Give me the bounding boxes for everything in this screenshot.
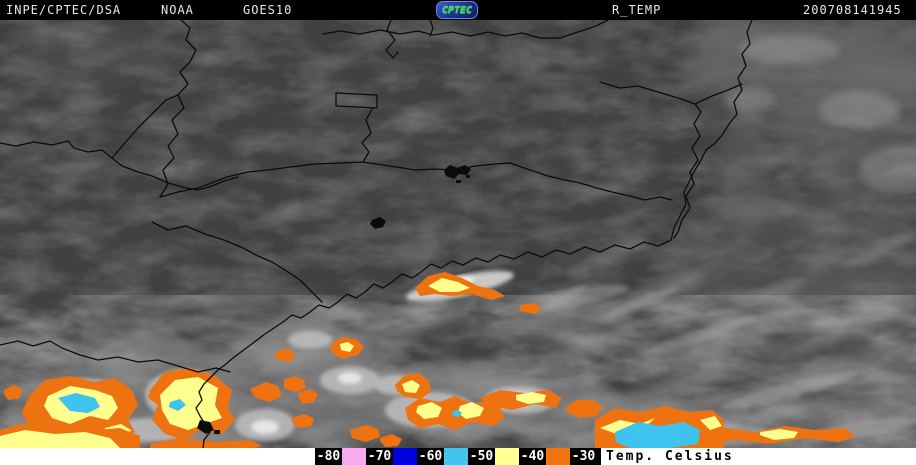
legend-label: -40 [520,449,545,464]
legend-title: Temp. Celsius [606,449,734,464]
noaa-label: NOAA [161,3,194,17]
legend-scale: -80 -70 -60 -50 -40 -30 [315,448,601,465]
legend-swatch [495,448,519,465]
legend-bar: -80 -70 -60 -50 -40 -30 Temp. Celsius [0,448,916,465]
legend-label: -80 [316,449,341,464]
legend-swatch [444,448,468,465]
legend-swatch [342,448,366,465]
agency-label: INPE/CPTEC/DSA [6,3,122,17]
cptec-logo: CPTEC [436,1,478,19]
legend-label: -60 [418,449,443,464]
product-label: R_TEMP [612,3,662,17]
legend-label: -30 [571,449,596,464]
legend-label: -50 [469,449,494,464]
legend-swatch [546,448,570,465]
satellite-label: GOES10 [243,3,293,17]
legend-label: -70 [367,449,392,464]
legend-swatch [393,448,417,465]
cptec-logo-text: CPTEC [441,4,473,16]
header-bar: INPE/CPTEC/DSA NOAA GOES10 CPTEC R_TEMP … [0,0,916,20]
timestamp-label: 200708141945 [803,3,902,17]
